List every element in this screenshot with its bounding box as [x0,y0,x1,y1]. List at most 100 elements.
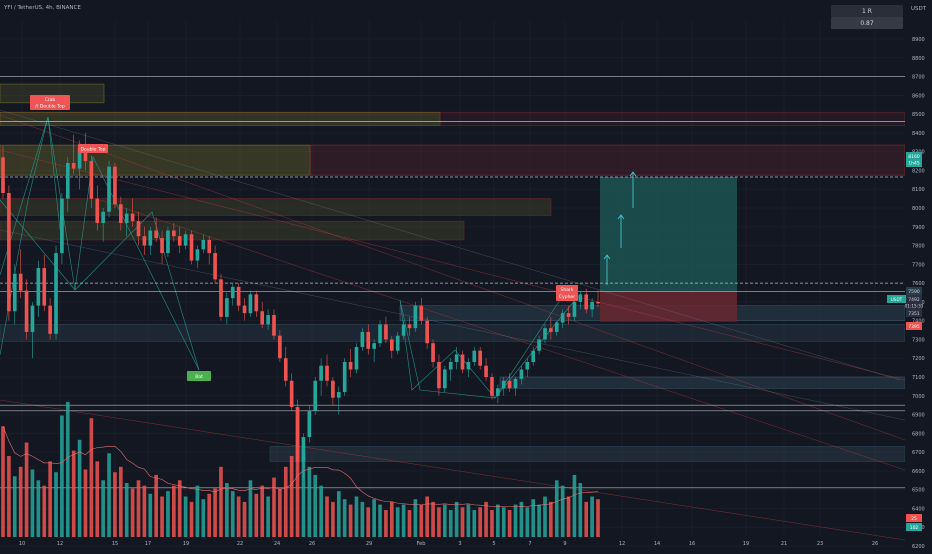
x-tick-label: 29 [366,541,372,547]
candle-body [307,410,312,438]
price-zone [269,446,906,462]
price-zone [499,376,906,389]
y-tick-label: 7100 [912,375,925,381]
candle-body [378,324,382,344]
candle-body [7,192,11,312]
candle-body [166,230,170,254]
candle-body [507,380,512,389]
label-crab-double-top[interactable]: Crab // Double Top [30,95,70,110]
trend-line-grey [0,229,906,421]
pattern-layer [0,109,906,541]
tag-entry-text: 7590 [908,289,920,295]
harmonic-pattern-line [399,299,561,399]
candle-body [36,268,41,306]
x-tick-label: 12 [619,541,625,547]
candle-body [460,354,465,370]
y-tick-label: 7800 [912,244,925,250]
trend-line [0,114,906,441]
trend-line-grey [0,109,901,381]
tag-current-price-box [906,295,922,310]
x-tick-label: 19 [743,541,749,547]
label-shark-line2: Cypher [559,294,575,300]
candle-body [490,377,494,396]
volume-bar [260,485,265,537]
candle-body [431,343,435,362]
x-tick-label: 3 [458,541,461,547]
candle-body [266,315,270,325]
y-tick-label: 8200 [912,168,925,174]
risk-widget-bottom-box[interactable] [831,17,903,29]
label-shark-line1: Shark [561,287,574,293]
candle-body [230,286,235,299]
candle-body [354,346,359,370]
volume-bar [213,488,217,537]
tag-target: 8160 1h45 [906,152,922,167]
volume-bar [12,476,17,537]
volume-bar [549,501,553,537]
risk-widget[interactable]: 1 R 0.87 [831,5,903,29]
price-zone [439,111,906,126]
volume-bar [130,488,135,537]
y-tick-label: 8100 [912,187,925,193]
candle-body [95,198,100,224]
label-shark-cypher[interactable]: Shark Cypher [556,285,578,301]
label-double-top-box[interactable] [78,144,108,153]
currency-label: USDT [911,6,927,12]
candle-body [437,361,441,389]
candle-body [254,294,259,312]
candle-body [519,369,524,379]
label-double-top[interactable]: Double Top [78,144,108,153]
volume-bar [389,501,394,537]
volume-bar [60,415,64,537]
tag-volume-bottom: 102 [906,523,922,531]
price-zone [0,324,906,342]
volume-ma-line [2,426,599,508]
candle-body [154,230,158,239]
tag-entry-box [906,287,922,295]
label-shark-box[interactable] [556,285,578,301]
candle-body [496,388,500,396]
volume-bar [431,501,435,537]
volume-bar [507,510,512,537]
candle-body [213,253,217,280]
candle-body [48,305,52,334]
volume-bar [460,507,465,537]
candle-body [295,407,300,462]
volume-bar [360,501,365,537]
candle-body [525,361,530,370]
candle-body [142,236,147,246]
volume-bar [242,501,247,537]
volume-bar [490,510,494,537]
volume-bar [71,450,76,537]
candle-body [107,166,111,212]
y-tick-label: 8400 [912,131,925,137]
volume-bar [136,480,141,537]
tag-stop-level-text: 7351 [908,311,920,317]
volume-bar [342,499,347,537]
tag-current-box [887,295,906,303]
volume-bar [325,496,329,537]
candle-body [12,273,17,312]
volume-bar [189,501,194,537]
candle-body [472,350,477,362]
volume-bar [1,426,5,537]
label-crab-box[interactable] [30,95,70,110]
level-layer [0,76,905,489]
x-tick-label: 12 [57,541,63,547]
volume-bar [36,480,41,537]
label-green-box[interactable] [187,371,211,381]
candle-body [395,335,400,351]
volume-bar [454,501,459,537]
volume-bar [407,510,412,537]
tag-volume-top-box [906,514,922,522]
tag-entry: 7590 [906,287,922,295]
candle-body [301,437,306,462]
target-arrow-head [629,171,637,177]
risk-widget-top-box[interactable] [831,5,903,17]
volume-bar [313,474,318,537]
label-green-pattern[interactable]: Bat [187,371,211,381]
candle-body [113,166,117,205]
x-tick-label: 10 [19,541,25,547]
candle-body [148,230,153,246]
